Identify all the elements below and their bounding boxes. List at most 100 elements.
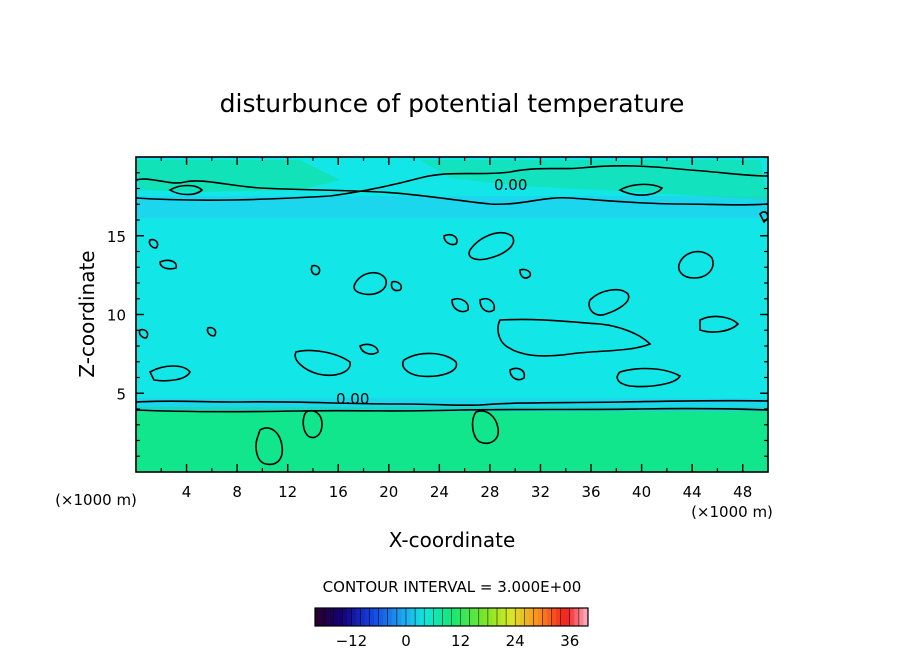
colorbar-cell <box>578 608 584 626</box>
colorbar-cell <box>324 608 330 626</box>
colorbar-cell <box>497 608 503 626</box>
contour-zero-lower <box>136 399 768 407</box>
colorbar-cell <box>551 608 557 626</box>
x-tick-label: 12 <box>278 483 297 501</box>
colorbar-tick-label: 36 <box>560 632 579 650</box>
contour-cell <box>451 297 470 313</box>
contour-cell <box>390 280 403 292</box>
contour-cell <box>519 268 532 279</box>
colorbar-cell <box>515 608 521 626</box>
lower-field <box>136 407 768 472</box>
colorbar-cell <box>406 608 412 626</box>
x-tick-label: 16 <box>329 483 348 501</box>
colorbar-cell <box>433 608 439 626</box>
colorbar-cell <box>442 608 448 626</box>
colorbar-cell <box>315 608 321 626</box>
colorbar-cell <box>451 608 457 626</box>
colorbar-cell <box>574 608 580 626</box>
contour-cell <box>148 365 191 382</box>
colorbar-cell <box>383 608 389 626</box>
colorbar-cell <box>419 608 425 626</box>
colorbar-cell <box>565 608 571 626</box>
contour-lines <box>136 165 768 466</box>
contour-cell <box>479 297 496 313</box>
colorbar-cell <box>437 608 443 626</box>
x-tick-label: 44 <box>683 483 702 501</box>
x-tick-label: 36 <box>581 483 600 501</box>
colorbar-cell <box>401 608 407 626</box>
colorbar-cell <box>369 608 375 626</box>
x-tick-label: 20 <box>379 483 398 501</box>
colorbar <box>314 607 589 627</box>
contour-cell <box>359 343 379 355</box>
colorbar-cell <box>374 608 380 626</box>
colorbar-cell <box>415 608 421 626</box>
contour-cell <box>759 211 768 224</box>
colorbar-cell <box>446 608 452 626</box>
colorbar-frame <box>314 607 589 627</box>
colorbar-cell <box>542 608 548 626</box>
colorbar-tick-label: −12 <box>336 632 368 650</box>
colorbar-cell <box>355 608 361 626</box>
colorbar-cell <box>460 608 466 626</box>
contour-cell <box>168 184 204 196</box>
contour-lower <box>136 407 768 413</box>
colorbar-cell <box>342 608 348 626</box>
colorbar-tick-label: 0 <box>401 632 411 650</box>
colorbar-cell <box>492 608 498 626</box>
x-tick-label: 28 <box>480 483 499 501</box>
contour-cell <box>618 183 664 196</box>
colorbar-cell <box>560 608 566 626</box>
x-tick-label: 32 <box>531 483 550 501</box>
contour-zero-upper <box>136 178 768 206</box>
colorbar-cell <box>410 608 416 626</box>
chart-title: disturbunce of potential temperature <box>220 89 685 118</box>
contour-cell <box>206 326 217 337</box>
upper-field <box>136 157 768 407</box>
contour-cell <box>353 271 387 296</box>
colorbar-cell <box>487 608 493 626</box>
contour-cell <box>468 232 515 261</box>
colorbar-cell <box>465 608 471 626</box>
x-tick-label: 24 <box>430 483 449 501</box>
shade-patch <box>420 160 768 200</box>
x-axis-label: X-coordinate <box>389 528 516 552</box>
contour-cell <box>148 238 159 249</box>
contour-cell <box>443 233 458 246</box>
contour-cell <box>616 367 682 388</box>
x-unit-left: (×1000 m) <box>55 491 137 509</box>
colorbar-cell <box>456 608 462 626</box>
colorbar-cell <box>392 608 398 626</box>
colorbar-cell <box>583 608 589 626</box>
contour-cell <box>588 288 630 316</box>
contour-cell <box>509 367 526 381</box>
colorbar-cell <box>424 608 430 626</box>
x-tick-label: 40 <box>632 483 651 501</box>
contour-cell <box>678 250 714 279</box>
colorbar-cell <box>346 608 352 626</box>
x-axis: 4 8 12 16 20 24 28 32 36 40 44 48 <box>160 157 752 501</box>
colorbar-cell <box>524 608 530 626</box>
plot-area: 0.00 0.00 <box>136 157 768 472</box>
colorbar-cell <box>378 608 384 626</box>
contour-cell <box>302 409 323 439</box>
colorbar-cell <box>360 608 366 626</box>
colorbar-cell <box>501 608 507 626</box>
colorbar-cell <box>547 608 553 626</box>
colorbar-cell <box>474 608 480 626</box>
contour-cell <box>138 328 149 339</box>
colorbar-cell <box>351 608 357 626</box>
colorbar-cell <box>510 608 516 626</box>
colorbar-cell <box>519 608 525 626</box>
colorbar-cell <box>506 608 512 626</box>
y-tick-label: 5 <box>116 385 126 403</box>
colorbar-cell <box>319 608 325 626</box>
contour-cell <box>159 259 178 270</box>
y-axis-label: Z-coordinate <box>75 250 99 377</box>
contour-cell <box>471 410 500 444</box>
y-tick-label: 10 <box>107 307 126 325</box>
contour-top-band <box>136 165 768 201</box>
contour-interval-text: CONTOUR INTERVAL = 3.000E+00 <box>323 578 582 596</box>
colorbar-cell <box>569 608 575 626</box>
